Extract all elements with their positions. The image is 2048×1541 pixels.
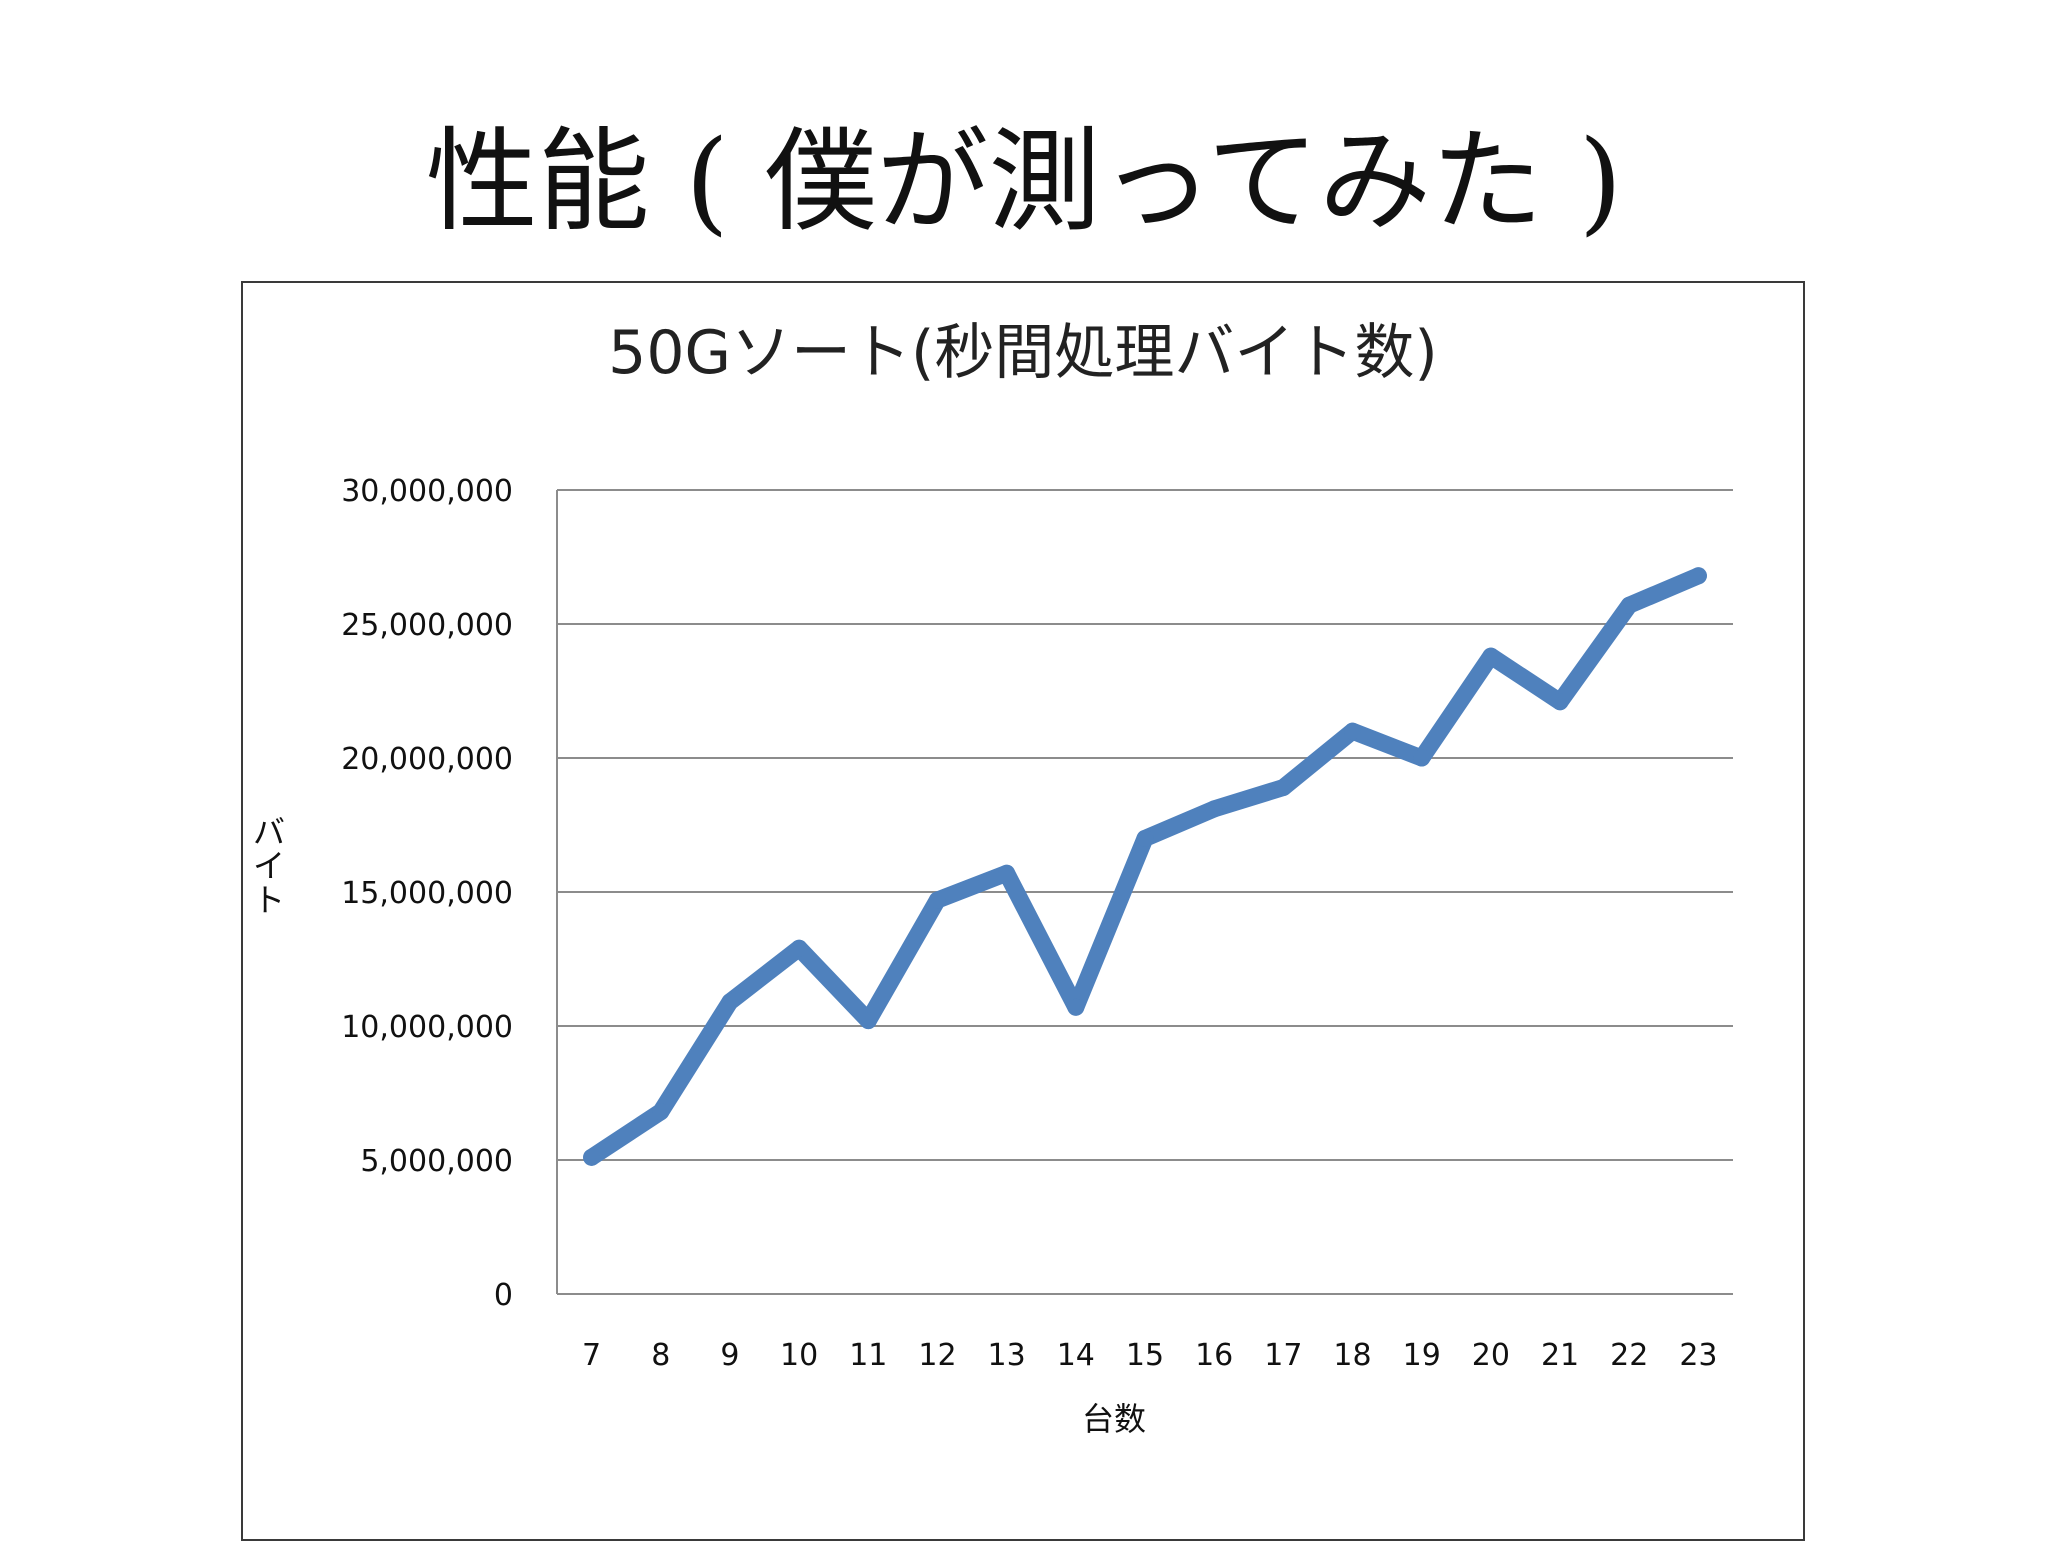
series-line	[583, 567, 1707, 1166]
x-tick-label: 15	[1126, 1338, 1164, 1373]
chart-frame: 50Gソート(秒間処理バイト数) 0 5,000,000 10,000,000 15,…	[241, 281, 1805, 1541]
data-point	[652, 1103, 670, 1121]
x-tick-label: 19	[1403, 1338, 1441, 1373]
y-tick-label: 0	[494, 1278, 513, 1313]
x-tick-label: 18	[1333, 1338, 1371, 1373]
data-point	[1067, 998, 1085, 1016]
line-chart: 50Gソート(秒間処理バイト数) 0 5,000,000 10,000,000 15,…	[253, 318, 1733, 1438]
data-point	[1482, 647, 1500, 665]
gridlines	[556, 489, 1733, 1295]
x-tick-label: 16	[1195, 1338, 1233, 1373]
x-tick-label: 11	[849, 1338, 887, 1373]
data-point	[721, 993, 739, 1011]
data-point	[1551, 693, 1569, 711]
y-tick-label: 5,000,000	[360, 1144, 513, 1179]
data-point	[1413, 749, 1431, 767]
data-point	[583, 1148, 601, 1166]
data-point	[790, 939, 808, 957]
x-tick-label: 8	[651, 1338, 670, 1373]
x-tick-label: 14	[1057, 1338, 1095, 1373]
data-point	[1689, 567, 1707, 585]
x-tick-label: 22	[1610, 1338, 1648, 1373]
y-tick-label: 25,000,000	[341, 608, 513, 643]
slide-title: 性能 ( 僕が測ってみた )	[425, 117, 1623, 247]
y-tick-label: 30,000,000	[341, 474, 513, 509]
x-tick-label: 7	[582, 1338, 601, 1373]
x-axis-tick-labels: 7 8 9 10 11 12 13 14 15 16 17 18 19 20 21 22 23	[582, 1338, 1717, 1373]
x-tick-label: 21	[1541, 1338, 1579, 1373]
x-tick-label: 13	[988, 1338, 1026, 1373]
data-point	[928, 891, 946, 909]
data-point	[1620, 596, 1638, 614]
y-axis-title-char: バ	[253, 813, 285, 851]
data-point	[1274, 778, 1292, 796]
chart-title: 50Gソート(秒間処理バイト数)	[608, 318, 1438, 388]
y-tick-label: 10,000,000	[341, 1010, 513, 1045]
x-tick-label: 20	[1472, 1338, 1510, 1373]
data-point	[1205, 800, 1223, 818]
y-axis-title-char: イ	[253, 847, 285, 885]
x-axis-title: 台数	[1082, 1400, 1146, 1438]
data-point	[998, 864, 1016, 882]
y-tick-label: 15,000,000	[341, 876, 513, 911]
x-tick-label: 10	[780, 1338, 818, 1373]
series-layer	[583, 567, 1707, 1166]
x-tick-label: 9	[720, 1338, 739, 1373]
y-axis-tick-labels: 0 5,000,000 10,000,000 15,000,000 20,000,000…	[341, 474, 513, 1313]
x-tick-label: 12	[918, 1338, 956, 1373]
data-point	[1344, 722, 1362, 740]
y-axis-title: バイト	[253, 813, 285, 919]
data-point	[859, 1012, 877, 1030]
x-tick-label: 17	[1264, 1338, 1302, 1373]
data-point	[1136, 829, 1154, 847]
x-tick-label: 23	[1679, 1338, 1717, 1373]
y-tick-label: 20,000,000	[341, 742, 513, 777]
y-axis-title-char: ト	[253, 881, 285, 919]
